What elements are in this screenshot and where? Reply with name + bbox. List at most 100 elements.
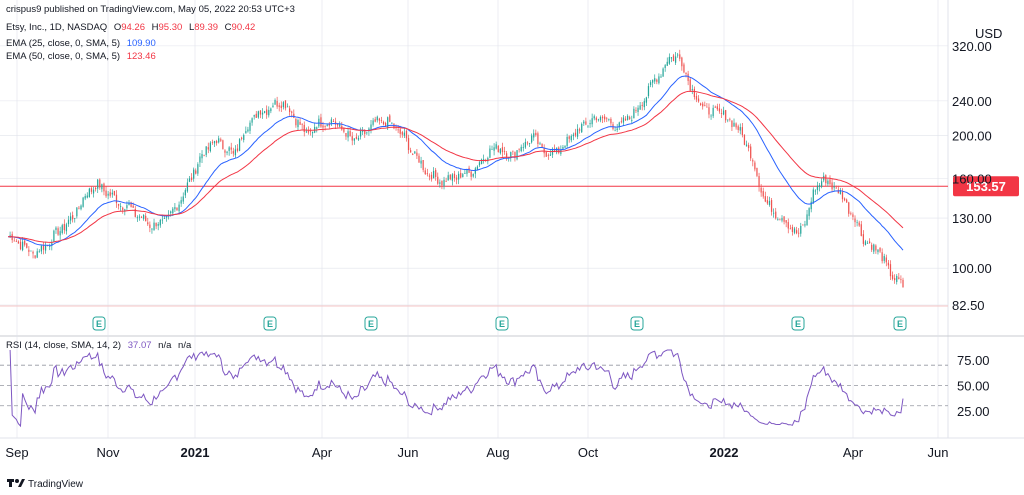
candle: [727, 119, 729, 123]
candle: [414, 150, 416, 154]
candle: [737, 124, 739, 133]
earnings-marker-box: [92, 316, 106, 331]
candle-body: [568, 136, 570, 139]
close-value: 90.42: [232, 22, 256, 33]
earnings-marker[interactable]: E: [92, 316, 106, 331]
candle-body: [161, 219, 164, 221]
candle: [894, 274, 896, 284]
candle: [764, 191, 766, 203]
candle-body: [779, 219, 781, 221]
candle: [714, 105, 716, 108]
horizontal-line[interactable]: 153.57: [0, 176, 1019, 307]
candle-body: [326, 124, 328, 126]
candle: [272, 102, 274, 108]
candle: [215, 139, 218, 146]
candle-body: [366, 132, 368, 134]
candle-body: [564, 146, 566, 148]
candle: [770, 197, 773, 216]
candle: [743, 134, 746, 146]
candle-body: [21, 241, 24, 251]
candle: [775, 207, 777, 220]
candle: [520, 144, 522, 153]
candle: [654, 74, 656, 85]
candle: [572, 132, 574, 141]
candle-body: [827, 180, 829, 185]
candle: [389, 114, 391, 123]
rsi-legend[interactable]: RSI (14, close, SMA, 14, 2) 37.07 n/a n/…: [6, 340, 192, 351]
earnings-marker-box: [630, 316, 644, 331]
ema50-legend[interactable]: EMA (50, close, 0, SMA, 5) 123.46: [6, 51, 156, 62]
candle: [497, 144, 499, 153]
candle-body: [864, 241, 867, 245]
candle-body: [222, 140, 224, 150]
time-axis-ticks[interactable]: Sep Nov 2021 Apr Jun Aug Oct 2022 Apr Jun: [5, 445, 948, 460]
earnings-marker[interactable]: E: [495, 316, 509, 331]
price-axis-ticks[interactable]: 320.00 240.00 200.00 160.00 130.00 100.00 82.5…: [952, 39, 992, 313]
earnings-marker[interactable]: E: [263, 316, 277, 331]
candle: [526, 141, 529, 146]
candle: [261, 108, 264, 119]
earnings-marker-letter: E: [795, 319, 801, 329]
candle: [745, 140, 748, 147]
candle-body: [773, 212, 775, 214]
candle: [299, 117, 301, 125]
candle-body: [516, 150, 518, 160]
candle: [407, 134, 410, 154]
candle: [458, 171, 460, 185]
candle-body: [213, 141, 216, 144]
candle: [403, 127, 406, 138]
candle: [435, 167, 437, 181]
candle-body: [92, 189, 95, 194]
candle-body: [232, 151, 234, 154]
ema25-legend[interactable]: EMA (25, close, 0, SMA, 5) 109.90: [6, 38, 156, 49]
candle: [472, 173, 474, 178]
candle: [345, 132, 347, 140]
candle-body: [178, 204, 180, 212]
candle: [65, 222, 68, 235]
candle-body: [871, 244, 873, 250]
rsi-axis-ticks[interactable]: 75.00 50.00 25.00: [957, 353, 990, 419]
candle: [896, 274, 898, 285]
candle-body: [764, 196, 766, 202]
candle-body: [80, 205, 82, 210]
candle: [462, 172, 464, 178]
candle-body: [831, 182, 833, 190]
candle: [689, 77, 691, 92]
candle-body: [59, 231, 61, 236]
earnings-marker[interactable]: E: [791, 316, 805, 331]
candle: [574, 128, 577, 138]
earnings-marker[interactable]: E: [630, 316, 644, 331]
candle-body: [562, 146, 564, 149]
candle-body: [672, 55, 675, 62]
time-tick-label: Sep: [5, 445, 28, 460]
candle-body: [735, 123, 737, 128]
earnings-marker[interactable]: E: [364, 316, 378, 331]
candle-body: [207, 147, 209, 150]
tradingview-logo[interactable]: TradingView: [7, 479, 84, 490]
candle-body: [261, 112, 264, 115]
earnings-marker[interactable]: E: [893, 316, 907, 331]
candle-body: [289, 108, 291, 113]
candle: [672, 53, 675, 62]
candle: [812, 187, 814, 205]
candle-body: [274, 100, 276, 105]
symbol-info[interactable]: Etsy, Inc., 1D, NASDAQ O94.26 H95.30 L89…: [6, 22, 255, 33]
candle: [641, 102, 643, 111]
candle-body: [787, 222, 789, 229]
candle-body: [695, 96, 698, 100]
candle: [449, 174, 451, 181]
candle-body: [401, 132, 403, 135]
candle: [295, 118, 297, 128]
candle-body: [533, 133, 535, 138]
candle: [712, 104, 714, 119]
candle: [570, 134, 572, 143]
candle-body: [770, 200, 773, 212]
candles: [9, 49, 904, 288]
currency-label: USD: [975, 26, 1002, 41]
candle: [649, 80, 652, 88]
candle: [579, 127, 581, 134]
candle-body: [316, 127, 318, 129]
candle-body: [512, 150, 514, 152]
candle: [608, 118, 610, 122]
